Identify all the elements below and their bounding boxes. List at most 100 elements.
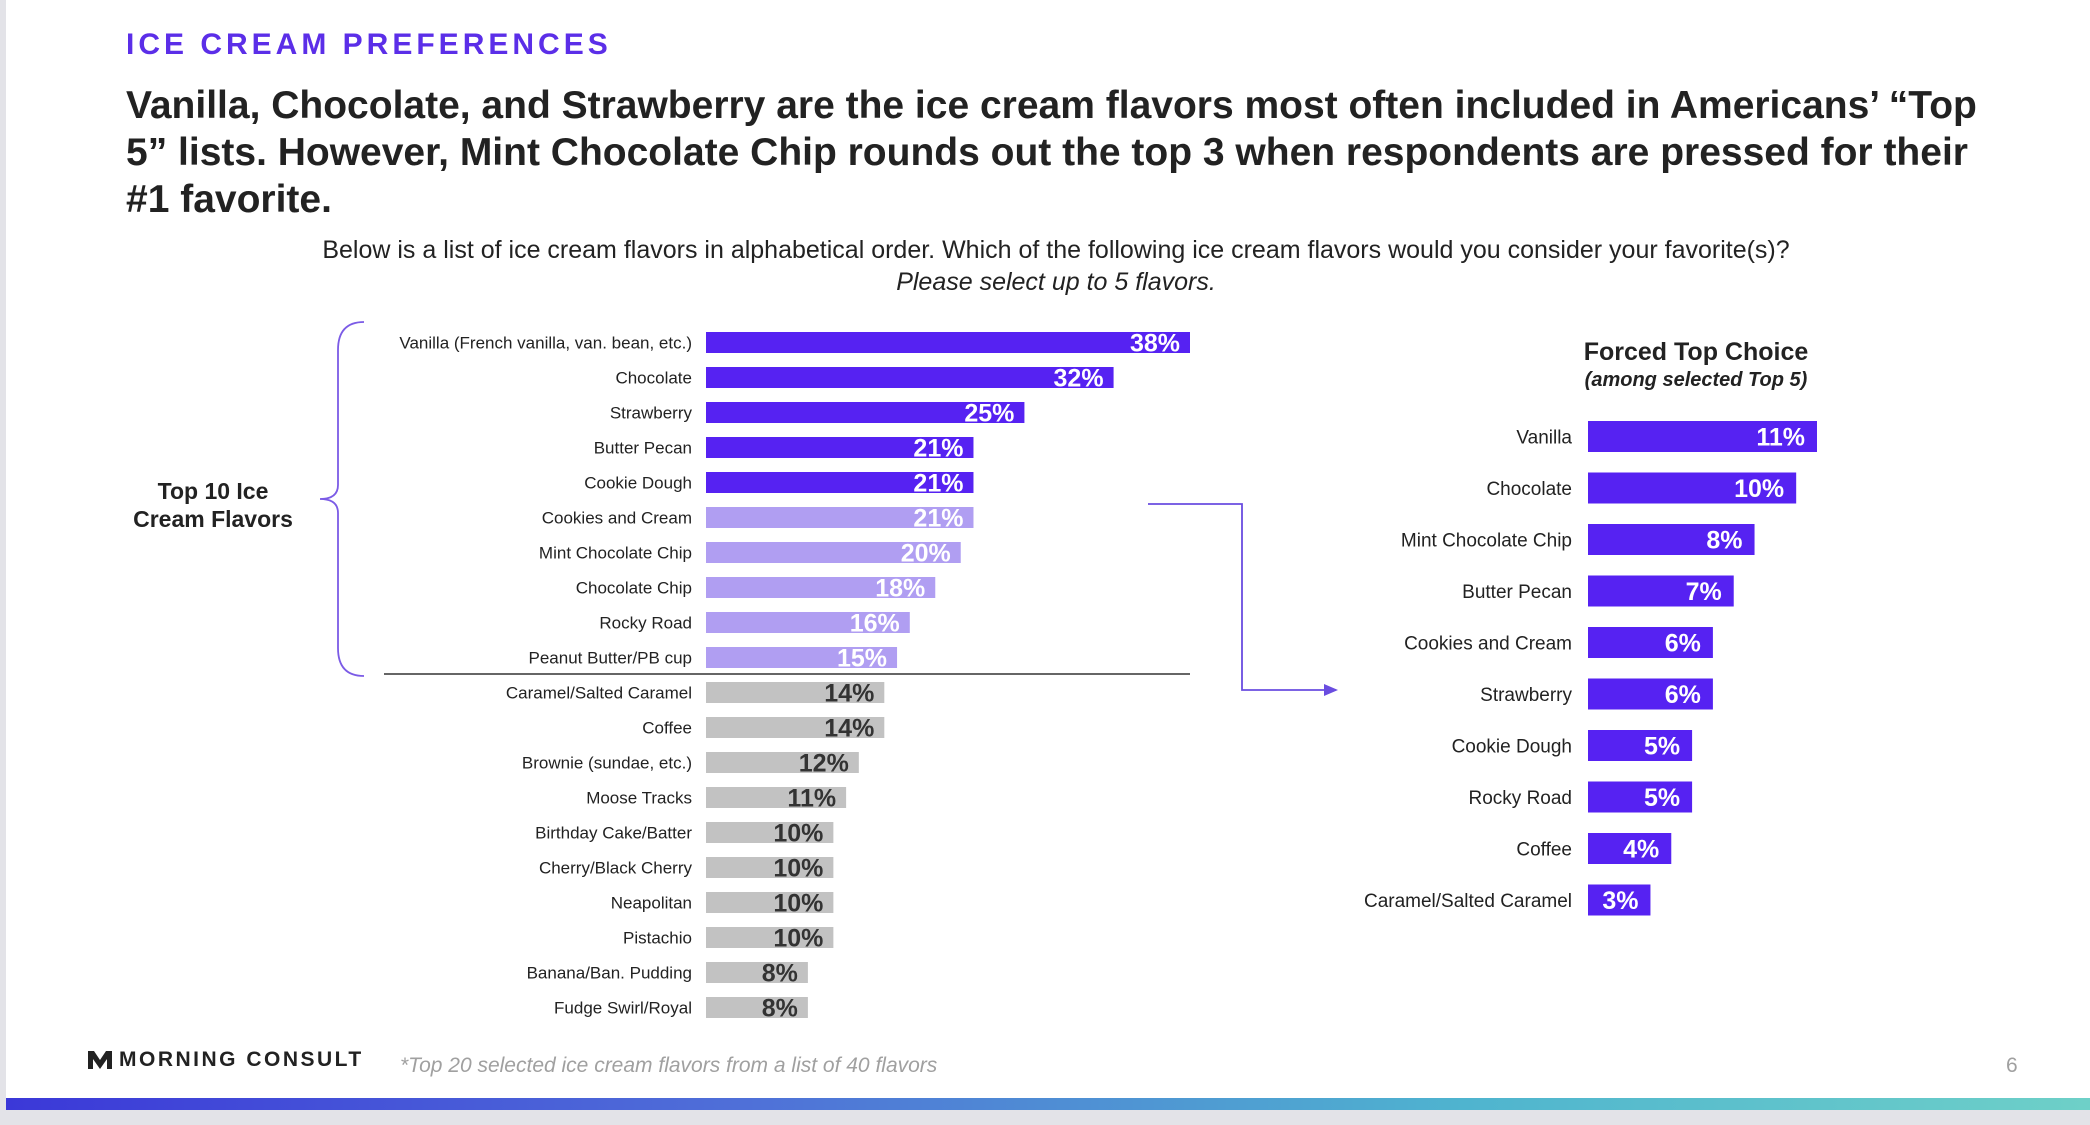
right-data-label: 7% [1686, 578, 1722, 606]
left-data-label: 12% [799, 750, 849, 778]
left-bar [706, 647, 898, 668]
left-category-label: Cookies and Cream [542, 509, 692, 528]
right-bar [1588, 627, 1713, 658]
left-category-label: Birthday Cake/Batter [535, 824, 692, 843]
left-data-label: 16% [850, 610, 900, 638]
page-number: 6 [2006, 1054, 2018, 1077]
left-category-label: Moose Tracks [586, 789, 692, 808]
left-category-label: Peanut Butter/PB cup [529, 649, 693, 668]
brand-logo: MORNING CONSULT [87, 1048, 364, 1072]
left-data-label: 10% [773, 925, 823, 953]
headline: Vanilla, Chocolate, and Strawberry are t… [126, 84, 1977, 221]
top10-bracket [319, 321, 365, 677]
left-bar [706, 437, 974, 458]
left-bar [706, 332, 1190, 353]
left-data-label: 25% [964, 400, 1014, 428]
connector-line [1148, 503, 1336, 691]
footnote: *Top 20 selected ice cream flavors from … [400, 1054, 938, 1077]
left-data-label: 18% [875, 575, 925, 603]
left-category-label: Cookie Dough [584, 474, 692, 493]
right-bar [1588, 730, 1693, 761]
left-data-label: 21% [913, 435, 963, 463]
left-bar [706, 962, 808, 983]
survey-instruction: Please select up to 5 flavors. [896, 268, 1216, 296]
left-bar [706, 577, 936, 598]
left-category-label: Pistachio [623, 929, 692, 948]
left-bar [706, 822, 834, 843]
connector-arrowhead [1324, 684, 1338, 696]
left-category-label: Chocolate [615, 369, 692, 388]
survey-question: Below is a list of ice cream flavors in … [322, 236, 1790, 264]
left-category-label: Chocolate Chip [576, 579, 692, 598]
right-category-label: Caramel/Salted Caramel [1364, 891, 1572, 912]
right-data-label: 4% [1623, 836, 1659, 864]
bracket-label-line2: Cream Flavors [133, 506, 293, 532]
bracket-label-line1: Top 10 Ice [158, 478, 269, 504]
left-data-label: 21% [913, 470, 963, 498]
right-bar [1588, 575, 1734, 607]
right-category-label: Cookie Dough [1452, 737, 1572, 758]
left-data-label: 14% [824, 715, 874, 743]
left-category-label: Rocky Road [599, 614, 692, 633]
right-data-label: 6% [1665, 630, 1701, 658]
left-bar [706, 682, 885, 703]
right-bar [1588, 678, 1713, 710]
left-bar [706, 542, 961, 563]
right-category-label: Cookies and Cream [1404, 634, 1572, 655]
right-category-label: Chocolate [1486, 479, 1572, 500]
left-data-label: 8% [762, 960, 798, 988]
right-bar [1588, 884, 1651, 916]
left-category-label: Fudge Swirl/Royal [554, 999, 692, 1018]
left-bar [706, 472, 974, 493]
right-data-label: 6% [1665, 681, 1701, 709]
left-data-label: 15% [837, 645, 887, 673]
left-category-label: Vanilla (French vanilla, van. bean, etc.… [399, 334, 692, 353]
right-bar [1588, 421, 1817, 452]
left-data-label: 8% [762, 995, 798, 1023]
left-data-label: 21% [913, 505, 963, 533]
right-data-label: 3% [1602, 887, 1638, 915]
right-bar [1588, 472, 1797, 504]
left-bar [706, 752, 859, 773]
right-bar [1588, 524, 1755, 555]
left-data-label: 11% [787, 785, 836, 813]
left-bar [706, 507, 974, 528]
section-label: ICE CREAM PREFERENCES [126, 28, 612, 61]
left-data-label: 10% [773, 820, 823, 848]
left-bar [706, 892, 834, 913]
right-data-label: 11% [1756, 424, 1805, 452]
right-category-label: Butter Pecan [1462, 582, 1572, 603]
left-category-label: Strawberry [610, 404, 693, 423]
left-category-label: Mint Chocolate Chip [539, 544, 692, 563]
left-category-label: Banana/Ban. Pudding [527, 964, 692, 983]
right-data-label: 8% [1706, 527, 1742, 555]
right-data-label: 5% [1644, 784, 1680, 812]
left-data-label: 32% [1054, 365, 1104, 393]
morning-consult-logo-icon [88, 1051, 112, 1069]
right-bar [1588, 833, 1672, 864]
right-category-label: Rocky Road [1469, 788, 1573, 809]
left-data-label: 20% [901, 540, 951, 568]
left-bar [706, 717, 885, 738]
right-category-label: Vanilla [1516, 428, 1572, 449]
chart-canvas: Vanilla (French vanilla, van. bean, etc.… [133, 321, 1817, 1023]
slide: ICE CREAM PREFERENCES Vanilla, Chocolate… [6, 0, 2090, 1110]
right-data-label: 10% [1734, 475, 1784, 503]
brand-logo-text: MORNING CONSULT [119, 1048, 364, 1071]
left-bar [706, 402, 1025, 423]
left-category-label: Neapolitan [611, 894, 692, 913]
left-bar [706, 367, 1114, 388]
right-category-label: Mint Chocolate Chip [1401, 531, 1572, 552]
left-data-label: 38% [1130, 330, 1180, 358]
left-data-label: 14% [824, 680, 874, 708]
left-category-label: Butter Pecan [594, 439, 692, 458]
left-category-label: Brownie (sundae, etc.) [522, 754, 692, 773]
right-data-label: 5% [1644, 733, 1680, 761]
right-bar [1588, 781, 1693, 813]
left-bar [706, 612, 910, 633]
left-data-label: 10% [773, 890, 823, 918]
left-bar [706, 927, 834, 948]
right-category-label: Strawberry [1480, 685, 1572, 706]
bottom-accent-bar [6, 1098, 2090, 1110]
forced-choice-title: Forced Top Choice [1584, 338, 1809, 366]
